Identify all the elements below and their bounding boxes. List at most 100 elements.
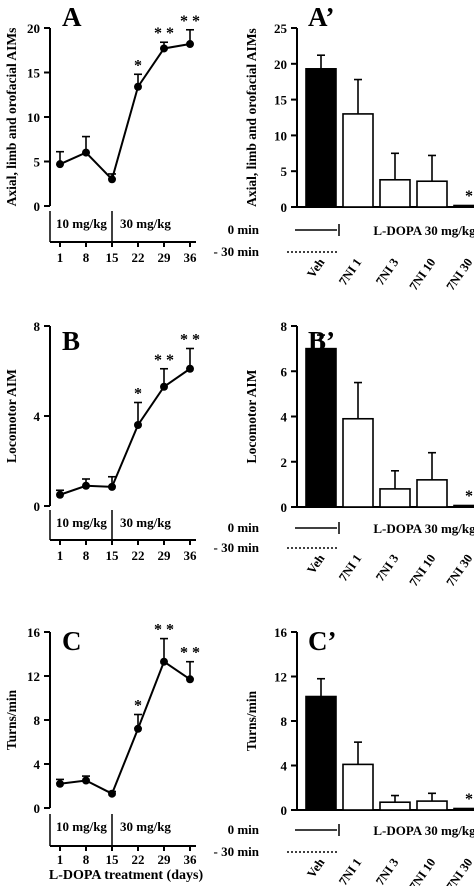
y-tick-label: 12 bbox=[274, 670, 287, 685]
category-label: Veh bbox=[304, 256, 327, 281]
dose-label-high: 30 mg/kg bbox=[120, 216, 171, 231]
significance-mark: * * bbox=[154, 622, 174, 639]
y-tick-label: 25 bbox=[274, 21, 288, 36]
y-tick-label: 8 bbox=[281, 319, 288, 334]
y-tick-label: 15 bbox=[27, 66, 41, 81]
series-line bbox=[59, 43, 191, 182]
y-tick-label: 4 bbox=[281, 759, 288, 774]
x-tick-label: 1 bbox=[57, 852, 64, 867]
y-tick-label: 0 bbox=[34, 801, 41, 816]
dose-label-high: 30 mg/kg bbox=[120, 819, 171, 834]
bar bbox=[379, 178, 411, 208]
series-line bbox=[59, 660, 191, 796]
x-tick-label: 29 bbox=[158, 852, 172, 867]
data-point bbox=[160, 382, 168, 391]
significance-mark: * bbox=[465, 188, 473, 205]
y-tick-label: 4 bbox=[281, 410, 288, 425]
x-tick-label: 15 bbox=[106, 548, 120, 563]
significance-mark: * bbox=[134, 386, 142, 403]
y-tick-label: 15 bbox=[274, 93, 288, 108]
x-tick-label: 15 bbox=[106, 250, 120, 265]
y-tick-label: 16 bbox=[274, 625, 288, 640]
y-axis-label: Axial, limb and orofacial AIMs bbox=[4, 28, 19, 207]
treatment-label: L-DOPA 30 mg/kg bbox=[373, 223, 474, 238]
time-label-0min: 0 min bbox=[228, 222, 260, 237]
bar bbox=[416, 479, 448, 508]
data-point bbox=[108, 482, 116, 491]
y-axis-label: Axial, limb and orofacial AIMs bbox=[244, 28, 259, 207]
data-point bbox=[82, 481, 90, 490]
panel-label: B bbox=[62, 326, 80, 356]
bar bbox=[305, 347, 337, 508]
y-tick-label: 8 bbox=[34, 713, 41, 728]
panel-label: A’ bbox=[308, 2, 335, 32]
y-axis-label: Turns/min bbox=[4, 689, 19, 750]
bar bbox=[453, 504, 474, 508]
y-tick-label: 4 bbox=[34, 409, 41, 424]
x-tick-label: 29 bbox=[158, 548, 172, 563]
bar bbox=[305, 68, 337, 208]
x-tick-label: 8 bbox=[83, 548, 90, 563]
y-tick-label: 2 bbox=[281, 455, 288, 470]
category-label: Veh bbox=[304, 552, 327, 577]
bar bbox=[342, 763, 374, 811]
data-point bbox=[186, 40, 194, 49]
x-tick-label: 22 bbox=[132, 250, 145, 265]
dose-label-high: 30 mg/kg bbox=[120, 515, 171, 530]
x-tick-label: 1 bbox=[57, 548, 64, 563]
bar bbox=[416, 800, 448, 811]
y-tick-label: 0 bbox=[281, 500, 288, 515]
data-point bbox=[82, 148, 90, 157]
series-line bbox=[59, 367, 191, 496]
data-point bbox=[134, 724, 142, 733]
category-label: 7NI 1 bbox=[336, 256, 364, 288]
data-point bbox=[108, 175, 116, 184]
y-tick-label: 20 bbox=[27, 21, 40, 36]
bar bbox=[342, 113, 374, 208]
significance-mark: * * bbox=[154, 25, 174, 42]
category-label: 7NI 10 bbox=[406, 552, 438, 589]
time-label-minus30: - 30 min bbox=[214, 540, 260, 555]
y-tick-label: 5 bbox=[281, 164, 288, 179]
data-point bbox=[56, 779, 64, 788]
data-point bbox=[160, 657, 168, 666]
x-tick-label: 22 bbox=[132, 548, 145, 563]
category-label: 7NI 30 bbox=[443, 552, 474, 589]
y-axis-label: Locomotor AIM bbox=[4, 369, 19, 463]
y-tick-label: 0 bbox=[281, 200, 288, 215]
data-point bbox=[160, 44, 168, 53]
treatment-label: L-DOPA 30 mg/kg bbox=[373, 823, 474, 838]
x-tick-label: 8 bbox=[83, 250, 90, 265]
data-point bbox=[134, 421, 142, 429]
category-label: 7NI 3 bbox=[373, 256, 401, 288]
category-label: 7NI 3 bbox=[373, 552, 401, 584]
category-label: Veh bbox=[304, 856, 327, 881]
dose-label-low: 10 mg/kg bbox=[56, 819, 107, 834]
treatment-label: L-DOPA 30 mg/kg bbox=[373, 521, 474, 536]
y-tick-label: 12 bbox=[27, 669, 40, 684]
y-tick-label: 10 bbox=[27, 110, 40, 125]
time-label-0min: 0 min bbox=[228, 520, 260, 535]
data-point bbox=[82, 776, 90, 785]
x-tick-label: 8 bbox=[83, 852, 90, 867]
panel-label: A bbox=[62, 2, 82, 32]
y-tick-label: 16 bbox=[27, 625, 41, 640]
bar bbox=[416, 180, 448, 208]
time-label-minus30: - 30 min bbox=[214, 844, 260, 859]
significance-mark: * * bbox=[180, 13, 200, 30]
data-point bbox=[108, 789, 116, 798]
y-tick-label: 8 bbox=[34, 319, 41, 334]
x-tick-label: 36 bbox=[184, 250, 198, 265]
y-tick-label: 0 bbox=[34, 499, 41, 514]
data-point bbox=[56, 160, 64, 169]
significance-mark: * * bbox=[180, 332, 200, 349]
bar bbox=[379, 488, 411, 508]
significance-mark: * * bbox=[180, 645, 200, 662]
x-axis-title: L-DOPA treatment (days) bbox=[49, 868, 204, 883]
bar bbox=[342, 417, 374, 508]
bar bbox=[453, 807, 474, 811]
category-label: 7NI 1 bbox=[336, 552, 364, 584]
x-tick-label: 36 bbox=[184, 852, 198, 867]
category-label: 7NI 10 bbox=[406, 856, 438, 886]
x-tick-label: 1 bbox=[57, 250, 64, 265]
